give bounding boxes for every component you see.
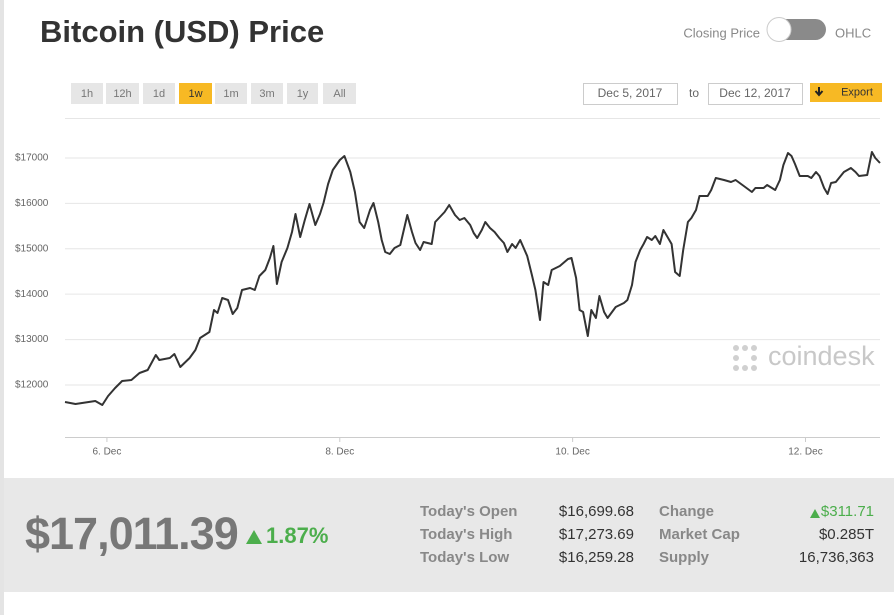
- range-button[interactable]: [215, 83, 247, 104]
- range-button[interactable]: [106, 83, 139, 104]
- stat-label: Change: [659, 503, 714, 520]
- price-line: [64, 151, 881, 406]
- export-label: Export: [841, 86, 873, 98]
- stat-label: Supply: [659, 549, 710, 566]
- date-separator: to: [689, 86, 699, 100]
- range-button[interactable]: [323, 83, 356, 104]
- range-label: 1w: [188, 88, 202, 100]
- y-tick-label: $15000: [15, 243, 49, 254]
- date-input[interactable]: [708, 83, 803, 105]
- stat-value: $17,273.69: [559, 526, 634, 543]
- range-button[interactable]: [143, 83, 175, 104]
- range-button[interactable]: [179, 83, 212, 104]
- current-price: $17,011.39: [25, 508, 238, 559]
- range-label: All: [333, 88, 345, 100]
- range-label: 1d: [153, 88, 165, 100]
- date-from: Dec 5, 2017: [598, 86, 663, 100]
- date-input[interactable]: [583, 83, 678, 105]
- watermark: coindesk: [768, 341, 875, 371]
- y-tick-label: $12000: [15, 380, 49, 391]
- stat-label: Today's Open: [420, 503, 517, 520]
- range-button[interactable]: [251, 83, 283, 104]
- range-label: 1h: [81, 88, 93, 100]
- y-tick-label: $13000: [15, 334, 49, 345]
- x-tick-label: 6. Dec: [92, 447, 121, 458]
- up-arrow: [246, 530, 262, 544]
- range-label: 12h: [113, 88, 131, 100]
- toggle-label: Closing Price: [683, 25, 760, 40]
- range-label: 3m: [259, 88, 274, 100]
- stat-value: $311.71: [821, 503, 874, 520]
- date-to: Dec 12, 2017: [719, 86, 791, 100]
- up-arrow: [810, 509, 820, 518]
- range-label: 1y: [297, 88, 309, 100]
- stat-value: $16,699.68: [559, 503, 634, 520]
- y-tick-label: $14000: [15, 289, 49, 300]
- stat-value: $16,259.28: [559, 549, 634, 566]
- y-tick-label: $16000: [15, 198, 49, 209]
- x-tick-label: 10. Dec: [555, 447, 589, 458]
- change-percent: 1.87%: [266, 523, 328, 548]
- stat-label: Today's High: [420, 526, 512, 543]
- stat-label: Today's Low: [420, 549, 509, 566]
- stat-label: Market Cap: [659, 526, 740, 543]
- export-icon: [814, 87, 824, 97]
- stats-panel: [4, 478, 894, 592]
- x-tick-label: 8. Dec: [325, 447, 354, 458]
- x-tick-label: 12. Dec: [788, 447, 822, 458]
- stat-value: 16,736,363: [799, 549, 874, 566]
- page-title: Bitcoin (USD) Price: [40, 14, 324, 49]
- export-button[interactable]: [810, 83, 882, 102]
- toggle-label: OHLC: [835, 25, 871, 40]
- stat-value: $0.285T: [819, 526, 874, 543]
- toggle-knob: [766, 17, 792, 42]
- range-button[interactable]: [71, 83, 103, 104]
- y-tick-label: $17000: [15, 153, 49, 164]
- left-edge: [0, 0, 4, 615]
- range-label: 1m: [223, 88, 238, 100]
- watermark-icon: [733, 345, 757, 371]
- range-button[interactable]: [287, 83, 318, 104]
